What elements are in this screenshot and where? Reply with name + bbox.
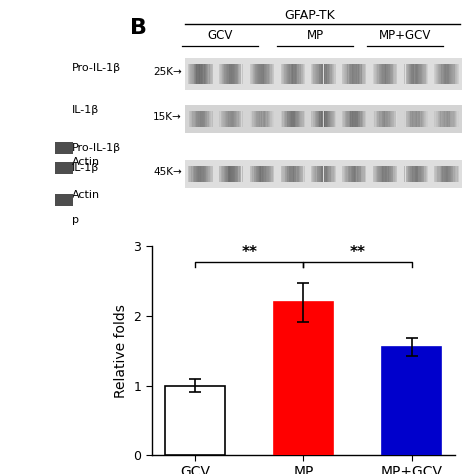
Text: 45K→: 45K→ [153,167,182,177]
Bar [185,160,462,188]
Text: MP: MP [306,29,324,42]
Text: B: B [130,18,147,38]
Bar [165,385,225,455]
Text: 15K→: 15K→ [153,112,182,122]
Text: p: p [72,215,79,225]
Text: GFAP-TK: GFAP-TK [284,9,336,22]
Text: Actin: Actin [72,190,100,200]
Bar [382,347,441,455]
Bar [273,302,333,455]
Text: IL-1β: IL-1β [72,105,99,115]
Text: **: ** [241,245,257,260]
Text: MP+GCV: MP+GCV [379,29,431,42]
Bar [185,105,462,133]
Text: **: ** [349,245,365,260]
Bar [185,58,462,90]
Text: GCV: GCV [207,29,233,42]
Bar [55,194,73,206]
Text: 25K→: 25K→ [153,67,182,77]
Y-axis label: Relative folds: Relative folds [114,304,128,398]
Text: Pro-IL-1β: Pro-IL-1β [72,63,121,73]
Text: IL-1β: IL-1β [72,163,99,173]
Bar [55,162,73,174]
Text: Pro-IL-1β: Pro-IL-1β [72,143,121,153]
Text: Actin: Actin [72,157,100,167]
Bar [55,142,73,154]
